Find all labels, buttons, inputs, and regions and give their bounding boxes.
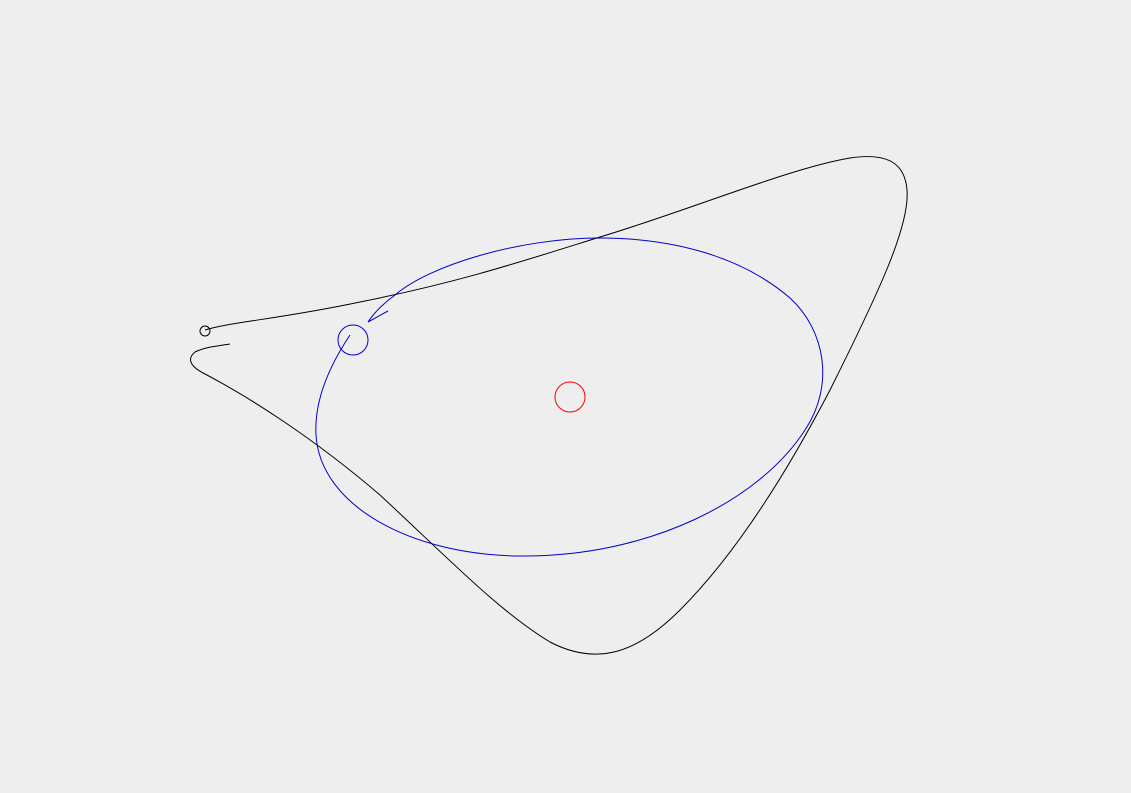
planet-orbit-tail <box>367 310 389 323</box>
planet-orbit <box>315 237 824 557</box>
central-star <box>554 381 586 413</box>
probe-trajectory <box>190 156 908 655</box>
probe <box>199 325 211 337</box>
planet <box>337 324 369 356</box>
